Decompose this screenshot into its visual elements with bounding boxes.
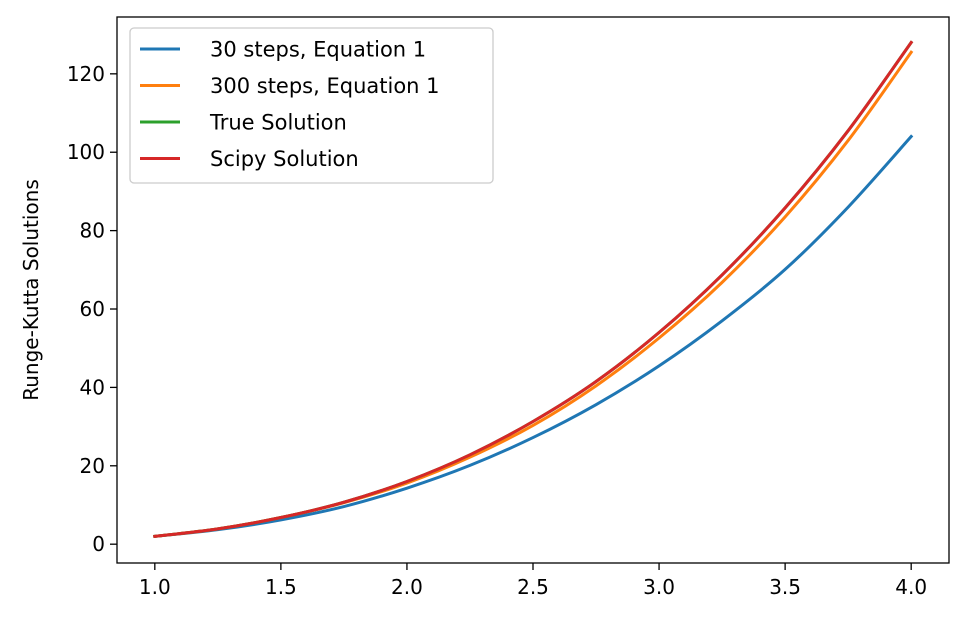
x-tick-label: 1.0 xyxy=(139,575,171,599)
series-line-1 xyxy=(153,134,914,538)
y-tick-label: 120 xyxy=(67,62,105,86)
y-tick-label: 80 xyxy=(80,219,105,243)
y-tick-label: 0 xyxy=(92,532,105,556)
legend-label-4: Scipy Solution xyxy=(210,147,359,171)
legend-label-1: 30 steps, Equation 1 xyxy=(210,38,426,62)
x-tick-label: 2.0 xyxy=(391,575,423,599)
x-axis: 1.0 1.5 2.0 2.5 3.0 3.5 4.0 xyxy=(139,563,927,599)
series-line-4 xyxy=(153,40,914,539)
y-axis: 0 20 40 60 80 100 120 xyxy=(67,62,117,556)
legend-box xyxy=(129,27,494,184)
legend-label-3: True Solution xyxy=(209,111,347,135)
y-tick-label: 20 xyxy=(80,454,105,478)
x-tick-label: 3.0 xyxy=(643,575,675,599)
y-tick-label: 60 xyxy=(80,297,105,321)
legend-label-2: 300 steps, Equation 1 xyxy=(210,74,440,98)
x-tick-label: 4.0 xyxy=(895,575,927,599)
y-tick-label: 40 xyxy=(80,375,105,399)
series-layer xyxy=(153,40,914,539)
legend: 30 steps, Equation 1 300 steps, Equation … xyxy=(129,27,494,184)
x-tick-label: 2.5 xyxy=(517,575,549,599)
x-tick-label: 1.5 xyxy=(265,575,297,599)
y-tick-label: 100 xyxy=(67,140,105,164)
y-axis-label: Runge-Kutta Solutions xyxy=(19,179,43,401)
x-tick-label: 3.5 xyxy=(769,575,801,599)
